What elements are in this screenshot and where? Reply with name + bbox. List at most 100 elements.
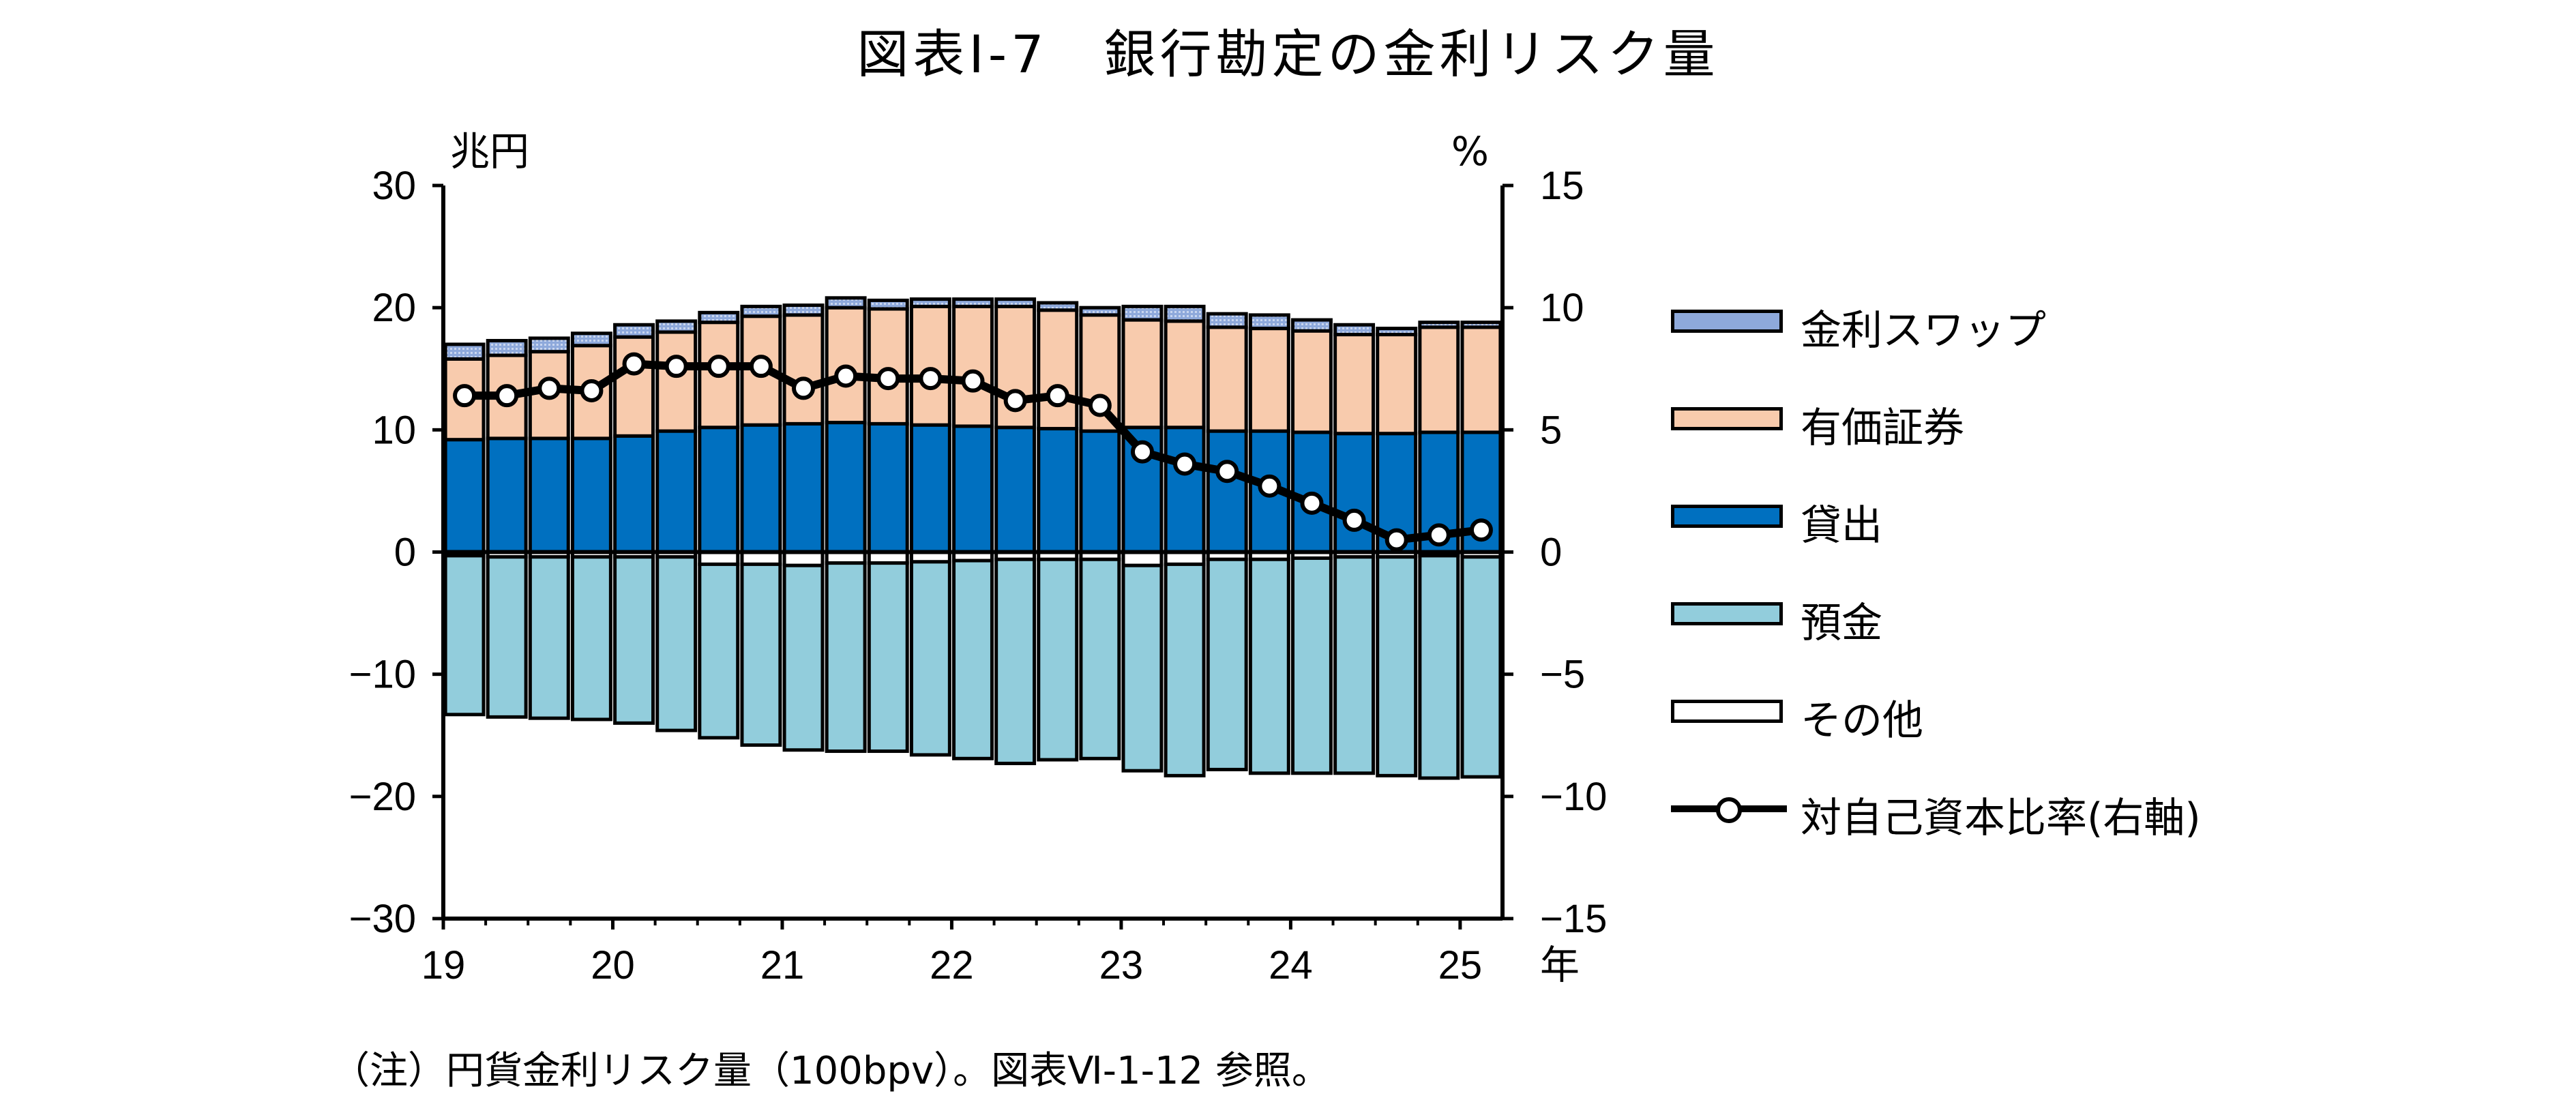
bar-金利スワップ [1418, 321, 1460, 329]
bar-有価証券 [1079, 313, 1121, 433]
bar-有価証券 [1121, 318, 1164, 430]
bar-金利スワップ [613, 323, 655, 339]
bar-預金 [1037, 557, 1079, 762]
left-unit-label: 兆円 [450, 128, 529, 175]
bar-預金 [952, 559, 994, 760]
bar-預金 [909, 560, 951, 757]
left-tick-label: 0 [394, 531, 416, 575]
bar-有価証券 [1333, 333, 1376, 436]
bar-金利スワップ [952, 297, 994, 308]
bar-貸出 [1037, 427, 1079, 554]
bar-預金 [655, 555, 698, 732]
legend-label: 預金 [1801, 599, 1882, 647]
legend-label: 金利スワップ [1801, 307, 2046, 355]
bar-有価証券 [1376, 333, 1418, 436]
right-unit-label: % [1451, 128, 1489, 175]
bar-金利スワップ [740, 304, 782, 318]
ratio-point [1130, 440, 1154, 464]
left-tick-label: −20 [349, 775, 416, 819]
bar-金利スワップ [1248, 313, 1290, 331]
bar-貸出 [1079, 429, 1121, 554]
bar-預金 [1291, 556, 1333, 775]
bar-有価証券 [867, 307, 909, 426]
bar-有価証券 [1164, 319, 1206, 430]
right-tick-label: −5 [1540, 653, 1585, 697]
bar-貸出 [994, 426, 1037, 554]
bar-金利スワップ [443, 342, 486, 361]
ratio-point [792, 376, 816, 400]
axis-text-layer: 30 20 10 0 −10 −20 −30 15 10 5 0 −5 −10 −15 19 20 21 22 23… [349, 128, 1608, 988]
legend-swatch [1671, 602, 1783, 625]
bar-金利スワップ [698, 310, 740, 325]
bar-金利スワップ [1079, 306, 1121, 317]
ratio-point [1173, 452, 1197, 476]
right-tick-label: −10 [1540, 775, 1607, 819]
legend-swatch [1671, 407, 1783, 430]
bar-貸出 [740, 423, 782, 554]
legend-label: 有価証券 [1801, 404, 1964, 452]
ratio-point [876, 367, 900, 391]
bar-有価証券 [613, 335, 655, 438]
right-tick-label: −15 [1540, 897, 1607, 941]
chart-title: 図表Ⅰ-7 銀行勘定の金利リスク量 [857, 24, 1719, 85]
bar-金利スワップ [486, 339, 528, 357]
left-tick-label: −10 [349, 653, 416, 697]
ratio-point [1342, 508, 1366, 532]
ratio-point [622, 352, 646, 376]
bar-金利スワップ [1376, 327, 1418, 337]
ratio-point [1046, 384, 1069, 408]
x-unit-label: 年 [1540, 942, 1580, 988]
ratio-point [1300, 491, 1324, 515]
legend-dot-marker [1716, 797, 1742, 823]
bar-預金 [740, 562, 782, 747]
x-tick-label: 20 [591, 943, 635, 987]
bar-預金 [1164, 562, 1206, 777]
bar-貸出 [655, 429, 698, 554]
bar-貸出 [613, 434, 655, 554]
ratio-point [537, 376, 561, 400]
bar-預金 [613, 555, 655, 725]
ratio-point [834, 364, 858, 388]
ratio-point [749, 355, 773, 378]
bar-有価証券 [1418, 325, 1460, 434]
legend-swatch [1671, 505, 1783, 528]
bar-有価証券 [782, 313, 825, 426]
bar-有価証券 [1460, 325, 1502, 434]
right-tick-label: 0 [1540, 531, 1562, 575]
bar-預金 [570, 555, 612, 722]
bar-預金 [486, 555, 528, 719]
bar-金利スワップ [825, 296, 867, 310]
bar-預金 [1333, 555, 1376, 775]
bar-金利スワップ [1164, 304, 1206, 323]
bar-金利スワップ [528, 336, 570, 354]
ratio-point [707, 355, 730, 378]
right-tick-label: 10 [1540, 286, 1584, 330]
ratio-point [919, 367, 943, 391]
bar-貸出 [486, 436, 528, 554]
bar-預金 [1376, 555, 1418, 777]
bar-預金 [1460, 555, 1502, 779]
ratio-point [1427, 523, 1451, 547]
bar-貸出 [867, 421, 909, 554]
legend-label: 貸出 [1801, 502, 1882, 550]
bar-金利スワップ [1206, 312, 1248, 329]
bar-貸出 [1206, 429, 1248, 554]
bar-貸出 [1164, 426, 1206, 554]
ratio-point [664, 355, 688, 378]
ratio-point [1003, 389, 1027, 413]
ratio-point [1088, 393, 1112, 417]
bar-貸出 [1333, 432, 1376, 554]
left-tick-label: 10 [372, 408, 416, 452]
bar-預金 [1121, 563, 1164, 773]
bar-金利スワップ [570, 331, 612, 348]
bar-有価証券 [655, 330, 698, 433]
bar-預金 [1206, 557, 1248, 771]
ratio-point [1385, 528, 1408, 552]
legend-swatch [1671, 310, 1783, 333]
bar-預金 [825, 561, 867, 754]
bar-layer [443, 296, 1502, 780]
bar-貸出 [528, 436, 570, 554]
bar-金利スワップ [1121, 304, 1164, 322]
bar-金利スワップ [782, 303, 825, 317]
bar-金利スワップ [1333, 323, 1376, 337]
